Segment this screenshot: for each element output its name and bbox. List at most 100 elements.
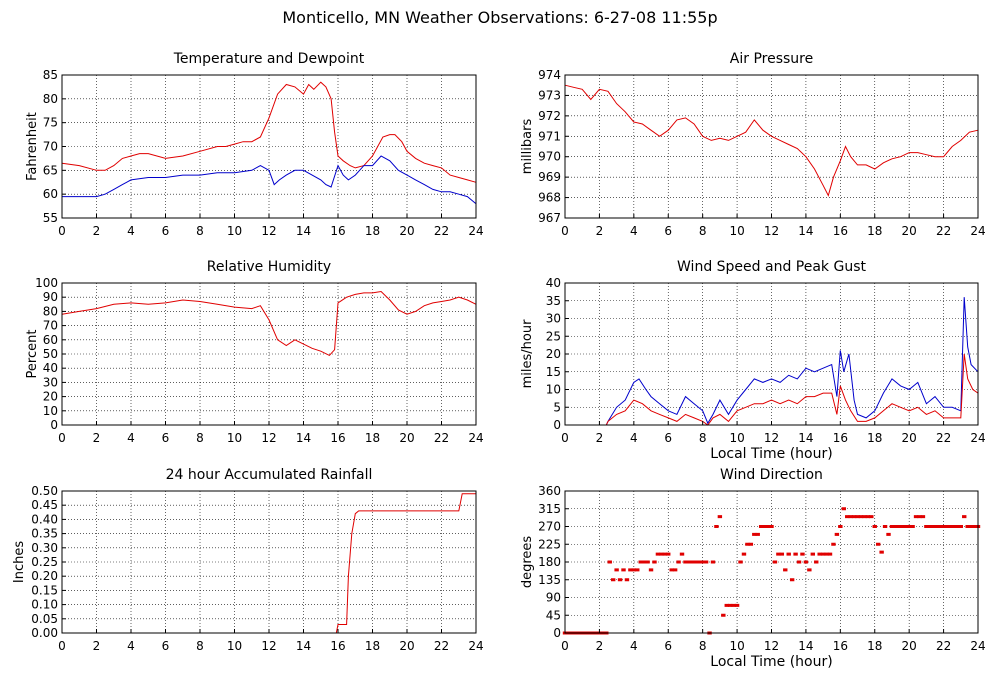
y-tick-label: 972 xyxy=(538,109,561,123)
wind-direction-point xyxy=(666,552,671,556)
wind-direction-point xyxy=(683,560,688,564)
y-tick-label: 80 xyxy=(43,304,58,318)
y-tick-label: 10 xyxy=(43,404,58,418)
wind-direction-point xyxy=(934,525,939,528)
y-tick-label: 0.45 xyxy=(31,498,58,512)
y-axis-label: Percent xyxy=(25,330,40,379)
wind-direction-point xyxy=(676,560,681,564)
wind-direction-point xyxy=(944,525,950,528)
y-tick-label: 60 xyxy=(43,333,58,347)
x-tick-label: 18 xyxy=(867,639,882,653)
y-axis-label: millibars xyxy=(520,119,535,175)
wind-direction-point xyxy=(838,525,843,528)
x-tick-label: 14 xyxy=(798,431,813,445)
x-tick-label: 8 xyxy=(196,224,204,238)
x-tick-label: 24 xyxy=(468,639,483,653)
chart-wind: 0 2 4 6 8 10 12 14 16 18 20 22 240510152025303540Win… xyxy=(520,259,986,462)
wind-direction-point xyxy=(745,542,750,546)
wind-direction-point xyxy=(851,515,857,519)
wind-direction-point xyxy=(721,613,726,617)
wind-direction-point xyxy=(831,542,836,546)
x-tick-label: 18 xyxy=(365,224,380,238)
wind-direction-point xyxy=(941,525,946,528)
wind-direction-point xyxy=(800,552,805,556)
y-tick-label: 90 xyxy=(546,591,561,605)
x-tick-label: 22 xyxy=(434,431,449,445)
wind-direction-point xyxy=(913,515,919,519)
wind-direction-point xyxy=(635,568,640,572)
wind-direction-point xyxy=(752,532,757,536)
x-axis-label: Local Time (hour) xyxy=(710,654,832,670)
wind-direction-point xyxy=(755,532,760,536)
x-tick-label: 12 xyxy=(764,431,779,445)
wind-direction-point xyxy=(724,603,729,607)
x-tick-label: 16 xyxy=(833,639,848,653)
wind-direction-point xyxy=(827,552,833,556)
y-tick-label: 50 xyxy=(43,347,58,361)
x-tick-label: 20 xyxy=(399,431,414,445)
y-tick-label: 65 xyxy=(43,163,58,177)
y-tick-label: 75 xyxy=(43,116,58,130)
y-tick-label: 0.50 xyxy=(31,484,58,498)
chart-title: Wind Speed and Peak Gust xyxy=(677,259,866,275)
wind-direction-point xyxy=(607,560,612,564)
x-tick-label: 2 xyxy=(596,431,604,445)
chart-humidity: 0 2 4 6 8 10 12 14 16 18 20 22 240102030405060708090… xyxy=(25,259,484,445)
x-tick-label: 6 xyxy=(664,224,672,238)
wind-direction-point xyxy=(817,552,822,556)
x-tick-label: 2 xyxy=(93,639,101,653)
y-axis-label: miles/hour xyxy=(520,319,535,388)
wind-direction-point xyxy=(900,525,905,528)
wind-direction-point xyxy=(772,560,778,564)
x-tick-label: 4 xyxy=(127,224,135,238)
wind-direction-point xyxy=(889,525,895,528)
x-tick-label: 8 xyxy=(699,639,707,653)
chart-pressure: 0 2 4 6 8 10 12 14 16 18 20 22 249679689699709719729… xyxy=(520,51,986,238)
x-tick-label: 4 xyxy=(127,639,135,653)
y-tick-label: 60 xyxy=(43,187,58,201)
x-tick-label: 0 xyxy=(561,224,569,238)
y-axis-label: Inches xyxy=(12,541,27,583)
y-tick-label: 0 xyxy=(553,418,561,432)
page-title: Monticello, MN Weather Observations: 6-2… xyxy=(282,8,718,27)
x-tick-label: 2 xyxy=(596,639,604,653)
wind-direction-point xyxy=(917,515,922,519)
x-tick-label: 22 xyxy=(936,639,951,653)
y-tick-label: 20 xyxy=(43,390,58,404)
chart-title: Air Pressure xyxy=(730,51,813,67)
wind-direction-point xyxy=(662,552,668,556)
x-axis-label: Local Time (hour) xyxy=(710,446,832,462)
x-tick-label: 14 xyxy=(798,224,813,238)
wind-direction-point xyxy=(810,552,815,556)
y-tick-label: 0.25 xyxy=(31,555,58,569)
y-tick-label: 360 xyxy=(538,484,561,498)
wind-direction-point xyxy=(948,525,953,528)
y-tick-label: 0 xyxy=(553,626,561,640)
x-tick-label: 4 xyxy=(630,639,638,653)
x-tick-label: 14 xyxy=(798,639,813,653)
y-tick-label: 0 xyxy=(50,418,58,432)
x-tick-label: 6 xyxy=(162,639,170,653)
x-tick-label: 10 xyxy=(227,224,242,238)
x-tick-label: 8 xyxy=(699,224,707,238)
wind-direction-point xyxy=(955,525,960,528)
wind-direction-point xyxy=(906,525,912,528)
wind-series-red-line xyxy=(565,353,979,426)
wind-direction-point xyxy=(734,603,740,607)
wind-series-blue-line xyxy=(565,297,979,426)
wind-direction-point xyxy=(927,525,933,528)
wind-direction-point xyxy=(968,525,974,528)
wind-direction-point xyxy=(972,525,977,528)
y-tick-label: 15 xyxy=(546,365,561,379)
x-tick-label: 14 xyxy=(296,431,311,445)
x-tick-label: 8 xyxy=(699,431,707,445)
wind-direction-point xyxy=(710,560,716,564)
x-tick-label: 4 xyxy=(630,431,638,445)
wind-direction-point xyxy=(617,578,623,582)
wind-direction-point xyxy=(652,560,657,564)
x-tick-label: 20 xyxy=(902,639,917,653)
wind-direction-point xyxy=(765,525,771,528)
wind-direction-point xyxy=(910,525,915,528)
wind-direction-point xyxy=(748,542,754,546)
y-tick-label: 0.40 xyxy=(31,512,58,526)
